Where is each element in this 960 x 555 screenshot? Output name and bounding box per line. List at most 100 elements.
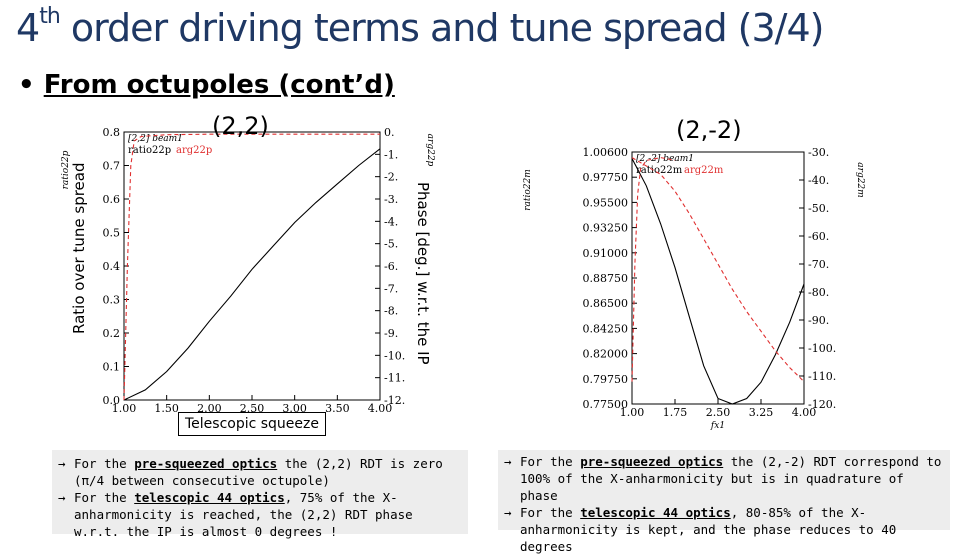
y1-tick-label: 0.0	[103, 394, 121, 407]
y2-tick-label: -110.	[808, 370, 836, 383]
y2-tick-label: -9.	[384, 327, 398, 340]
note-pre: For the	[520, 454, 581, 469]
y2-tick-label: -2.	[384, 171, 398, 184]
x-tick-label: 3.00	[282, 402, 307, 415]
section-bullet: • From octupoles (cont’d)	[18, 70, 395, 100]
plot-frame	[631, 151, 805, 405]
note-underlined: pre-squeezed optics	[134, 456, 278, 471]
y1-tick-label: 0.2	[103, 327, 121, 340]
y2-tick-label: -50.	[808, 202, 829, 215]
y2-tick-label: -12.	[384, 394, 405, 407]
note-item: → For the pre-squeezed optics the (2,2) …	[58, 455, 462, 489]
y2-tick-label: -3.	[384, 193, 398, 206]
y1-tick-label: 0.5	[103, 227, 121, 240]
y1-tick-label: 0.1	[103, 361, 121, 374]
y1-tick-label: 0.91000	[583, 247, 629, 260]
note-underlined: telescopic 44 optics	[134, 490, 285, 505]
series-line-ratio22p	[123, 148, 381, 401]
x-tick-label: 1.50	[154, 402, 179, 415]
y1-tick-label: 0.77500	[583, 398, 629, 411]
note-pre: For the	[74, 490, 135, 505]
y1-tick-label: 0.93250	[583, 222, 629, 235]
right-chart: 1.00 1.75 2.50 3.25 4.00 0.77500 0.79750 0.8200…	[523, 146, 865, 431]
note-text: For the pre-squeezed optics the (2,-2) R…	[520, 453, 944, 504]
bullet-dot: •	[18, 70, 35, 100]
x-tick-label: 1.75	[663, 406, 688, 419]
note-post: , 80-85% of the X-anharmonicity is kept,…	[520, 505, 897, 554]
notes-left: → For the pre-squeezed optics the (2,2) …	[52, 450, 468, 539]
y1-tick-label: 0.86500	[583, 297, 629, 310]
x-tick-label: 2.50	[240, 402, 265, 415]
series-line-arg22m	[631, 157, 805, 382]
y1-tick-label: 0.3	[103, 294, 121, 307]
note-underlined: pre-squeezed optics	[580, 454, 724, 469]
title-base: 4	[16, 6, 40, 50]
y2-tick-label: -80.	[808, 286, 829, 299]
title-superscript: th	[39, 4, 61, 29]
x-tick-label: 2.00	[197, 402, 222, 415]
x-tick-label: 1.00	[620, 406, 645, 419]
y2-tick-label: -100.	[808, 342, 836, 355]
y2-tick-label: -6.	[384, 260, 398, 273]
y2-tick-label: -5.	[384, 238, 398, 251]
arrow-right-icon: →	[504, 454, 512, 469]
y1-tick-label: 0.88750	[583, 272, 629, 285]
notes-right: → For the pre-squeezed optics the (2,-2)…	[498, 450, 950, 554]
y2-tick-label: -120.	[808, 398, 836, 411]
y2-tick-label: -70.	[808, 258, 829, 271]
series-line-arg22m-branch	[631, 157, 676, 382]
legend-title: [2,-2] beam1	[636, 154, 694, 164]
note-text: For the telescopic 44 optics, 75% of the…	[74, 489, 462, 540]
x-tick-label: 4.00	[368, 402, 393, 415]
legend-entry: ratio22m	[636, 165, 683, 176]
y1-tick-label: 0.95500	[583, 196, 629, 209]
x-axis-name: fx1	[710, 421, 725, 431]
legend-entry: ratio22p	[128, 145, 171, 156]
y1-tick-label: 1.00600	[583, 146, 629, 159]
arrow-right-icon: →	[58, 456, 66, 471]
legend-entry: arg22m	[684, 165, 724, 176]
y1-tick-label: 0.7	[103, 160, 121, 173]
slide-title: 4th order driving terms and tune spread …	[16, 4, 824, 50]
series-line-arg22p	[123, 133, 380, 401]
left-y-axis-title: Ratio over tune spread	[70, 162, 88, 334]
y1-axis-name: ratio22m	[523, 169, 533, 211]
note-post: , 75% of the X-anharmonicity is reached,…	[74, 490, 413, 539]
left-chart: 1.00 1.50 2.00 2.50 3.00 3.50 4.00 0.0 0.1 0.2 0.3…	[61, 126, 435, 415]
y2-tick-label: -7.	[384, 282, 398, 295]
legend-title: [2,2] beam1	[128, 134, 183, 144]
left-plot-title: (2,2)	[212, 112, 269, 140]
y2-tick-label: -1.	[384, 148, 398, 161]
y1-axis-name: ratio22p	[61, 150, 71, 189]
note-text: For the pre-squeezed optics the (2,2) RD…	[74, 455, 462, 489]
x-tick-label: 3.25	[749, 406, 774, 419]
x-axis-title: Telescopic squeeze	[178, 412, 326, 436]
y2-tick-label: 0.	[384, 126, 395, 139]
y1-tick-label: 0.79750	[583, 373, 629, 386]
legend-entry: arg22p	[176, 145, 212, 156]
note-underlined: telescopic 44 optics	[580, 505, 731, 520]
y2-tick-label: -4.	[384, 215, 398, 228]
arrow-right-icon: →	[58, 490, 66, 505]
note-post: the (2,2) RDT is zero (π/4 between conse…	[74, 456, 443, 488]
plot-frame	[123, 131, 381, 401]
right-y-axis-title: Phase [deg.] w.r.t. the IP	[414, 182, 432, 365]
y1-tick-label: 0.8	[103, 126, 121, 139]
right-plot-title: (2,-2)	[676, 116, 742, 144]
bullet-text: From octupoles (cont’d)	[43, 70, 395, 100]
y2-tick-label: -60.	[808, 230, 829, 243]
y1-tick-label: 0.4	[103, 260, 121, 273]
note-post: the (2,-2) RDT correspond to 100% of the…	[520, 454, 942, 503]
arrow-right-icon: →	[504, 505, 512, 520]
x-tick-label: 4.00	[792, 406, 817, 419]
y1-tick-label: 0.6	[103, 193, 121, 206]
y2-axis-name: arg22m	[855, 162, 865, 197]
y1-tick-label: 0.82000	[583, 348, 629, 361]
y2-tick-label: -11.	[384, 372, 405, 385]
note-item: → For the pre-squeezed optics the (2,-2)…	[504, 453, 944, 504]
x-tick-label: 2.50	[706, 406, 731, 419]
note-item: → For the telescopic 44 optics, 75% of t…	[58, 489, 462, 540]
note-pre: For the	[520, 505, 581, 520]
y2-tick-label: -90.	[808, 314, 829, 327]
y2-axis-name: arg22p	[425, 134, 435, 167]
